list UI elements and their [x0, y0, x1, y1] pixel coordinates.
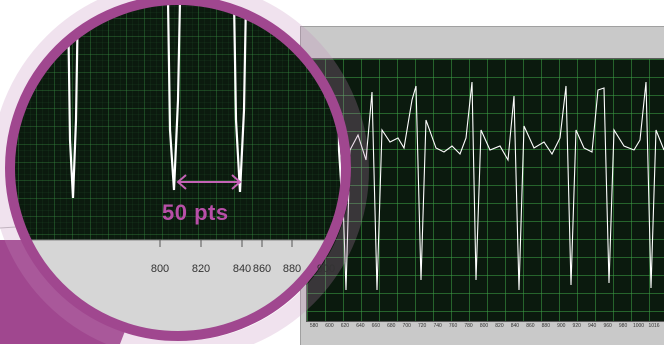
plot-x-tick: 700 — [402, 323, 411, 329]
plot-x-tick: 640 — [356, 323, 365, 329]
plot-x-tick: 740 — [433, 323, 442, 329]
plot-x-tick: 900 — [557, 323, 566, 329]
magnifier-x-tick: 820 — [191, 263, 211, 275]
plot-x-tick: 940 — [588, 323, 597, 329]
plot-x-tick: 1000 — [632, 323, 645, 329]
magnifier-x-tick: 860 — [252, 263, 272, 275]
plot-x-tick: 1016 — [648, 323, 660, 329]
plot-x-tick: 860 — [526, 323, 535, 329]
plot-x-tick: 800 — [479, 323, 489, 329]
plot-x-tick: 600 — [325, 323, 334, 329]
plot-x-axis: 580 600 620 640 660 680 700 720 740 760 780 800 820 8… — [306, 320, 664, 338]
plot-x-tick: 920 — [572, 323, 581, 329]
plot-x-tick: 620 — [340, 323, 350, 329]
plot-x-tick: 840 — [510, 323, 520, 329]
plot-x-tick: 580 — [309, 323, 319, 329]
plot-x-tick: 980 — [618, 323, 628, 329]
magnifier-x-tick: 900 — [316, 263, 336, 275]
plot-x-tick: 960 — [603, 323, 612, 329]
span-annotation: 50 pts — [162, 200, 229, 225]
magnifier-x-tick: 840 — [232, 263, 252, 275]
plot-x-tick: 820 — [495, 323, 504, 329]
magnifier-x-tick: 880 — [282, 263, 302, 275]
plot-x-tick: 780 — [464, 323, 473, 329]
plot-x-tick: 880 — [541, 323, 550, 329]
plot-x-tick: 720 — [418, 323, 427, 329]
magnifier-ring — [5, 0, 351, 341]
plot-x-tick: 760 — [448, 323, 458, 329]
plot-x-tick: 680 — [387, 323, 396, 329]
magnifier-x-tick: 800 — [150, 263, 170, 275]
plot-x-tick: 660 — [371, 323, 380, 329]
waveform-trace — [306, 81, 664, 291]
span-arrow — [176, 174, 242, 190]
magnified-trace — [66, 0, 346, 199]
